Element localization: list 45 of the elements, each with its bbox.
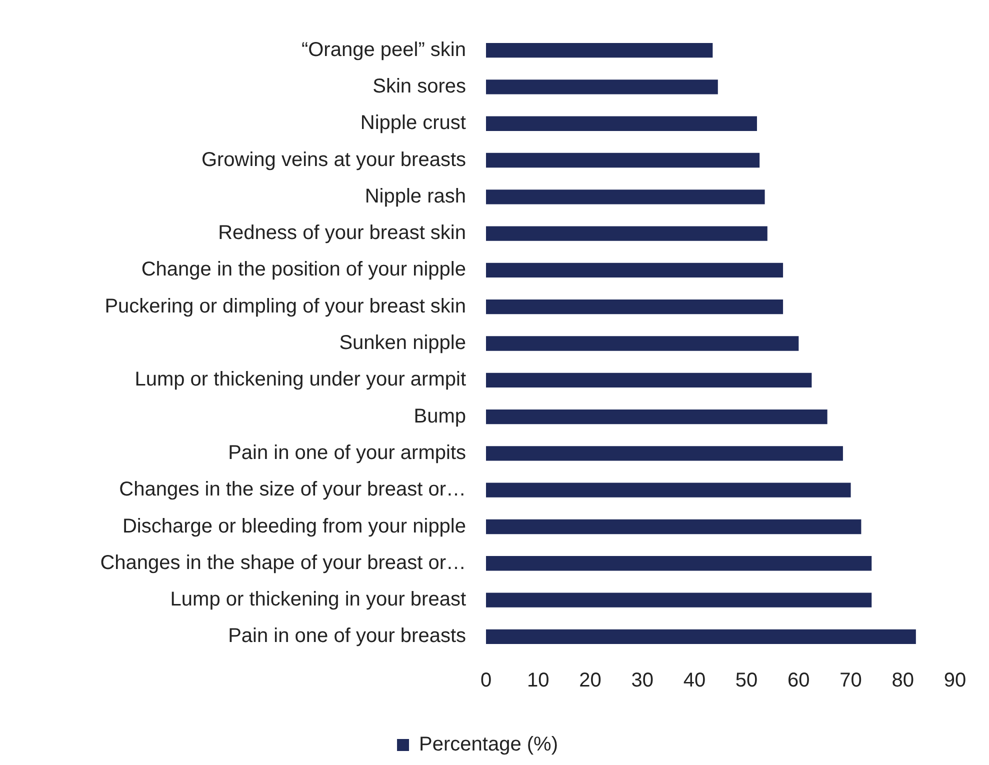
x-tick-label: 50 (735, 670, 758, 692)
y-tick-label: Sunken nipple (339, 332, 466, 354)
bar (486, 482, 851, 498)
y-tick-label: Change in the position of your nipple (141, 258, 466, 281)
bar (486, 592, 872, 608)
x-tick-label: 90 (944, 670, 966, 692)
x-tick-label: 10 (526, 670, 550, 692)
y-tick-label: Pain in one of your breasts (228, 625, 466, 648)
y-tick-label: Lump or thickening in your breast (170, 588, 466, 611)
y-tick-label: Nipple rash (364, 185, 466, 208)
y-tick-label: Puckering or dimpling of your breast skin (104, 295, 466, 318)
bar (486, 372, 812, 388)
y-tick-label: Skin sores (372, 75, 466, 98)
y-tick-label: Growing veins at your breasts (201, 148, 466, 171)
legend-label: Percentage (%) (419, 734, 558, 756)
y-tick-label: Pain in one of your armpits (228, 442, 466, 464)
bar (486, 519, 862, 534)
x-tick-label: 40 (683, 670, 706, 692)
bar (486, 556, 872, 571)
x-tick-label: 20 (579, 670, 602, 692)
bar (486, 116, 757, 131)
bar (486, 262, 784, 278)
x-tick-label: 60 (788, 670, 810, 692)
x-tick-label: 70 (840, 670, 862, 692)
y-tick-label: Changes in the shape of your breast or… (100, 552, 466, 574)
bar (486, 190, 765, 204)
x-tick-label: 0 (480, 670, 492, 692)
x-tick-label: 30 (631, 670, 654, 692)
bar (486, 80, 718, 94)
y-tick-label: Discharge or bleeding from your nipple (122, 515, 466, 538)
bar (486, 300, 784, 314)
bar (486, 629, 916, 644)
bar (486, 336, 799, 351)
y-tick-label: Redness of your breast skin (218, 222, 466, 244)
y-tick-label: Lump or thickening under your armpit (134, 368, 466, 391)
bar (486, 152, 760, 168)
y-tick-label: Nipple crust (360, 112, 466, 134)
bar (486, 42, 713, 58)
x-tick-label: 80 (892, 670, 914, 692)
bar (486, 446, 843, 461)
bar (486, 409, 828, 424)
y-tick-label: Bump (414, 405, 466, 428)
bar (486, 226, 768, 241)
y-tick-label: Changes in the size of your breast or… (119, 478, 466, 501)
y-tick-label: “Orange peel” skin (301, 38, 466, 61)
